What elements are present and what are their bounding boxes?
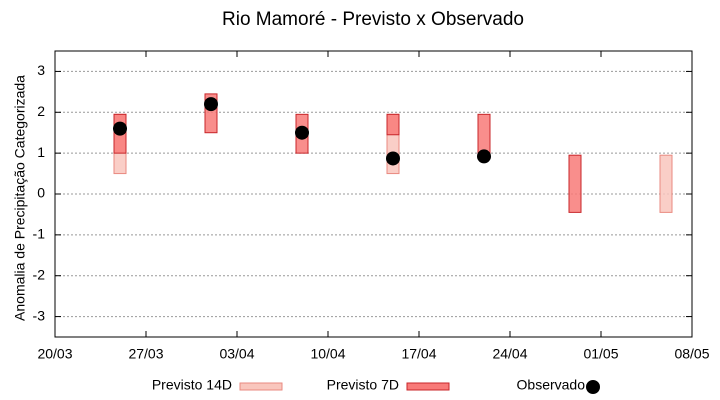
x-tick-label: 24/04 [492,346,527,362]
y-axis-label: Anomalia de Precipitação Categorizada [12,75,28,321]
legend-label: Previsto 14D [152,377,232,393]
plot-frame [54,50,693,338]
observed-point [113,121,127,136]
legend-swatch [406,382,450,391]
x-tick-label: 01/05 [583,346,618,362]
y-tick-label: 0 [37,185,45,201]
y-tick-label: -1 [33,226,46,242]
legend-swatch [239,382,283,391]
observed-point [204,97,218,112]
range-box [568,154,582,213]
x-tick-label: 17/04 [401,346,436,362]
observed-point [477,149,491,164]
y-tick-label: 1 [37,144,45,160]
x-tick-label: 20/03 [37,346,72,362]
observed-point [386,151,400,166]
legend-swatch [586,380,600,394]
x-tick-label: 10/04 [310,346,345,362]
observed-point [295,125,309,140]
y-tick-label: -3 [33,307,46,323]
legend-label: Previsto 7D [327,377,399,393]
range-box [386,113,400,136]
y-tick-label: 2 [37,103,45,119]
x-tick-label: 27/03 [128,346,163,362]
y-tick-label: -2 [33,266,46,282]
legend-label: Observado [517,377,586,393]
x-tick-label: 03/04 [219,346,254,362]
range-box [477,113,491,156]
chart-title: Rio Mamoré - Previsto x Observado [222,9,524,30]
x-tick-label: 08/05 [674,346,709,362]
range-box [659,154,673,213]
y-tick-label: 3 [37,62,45,78]
